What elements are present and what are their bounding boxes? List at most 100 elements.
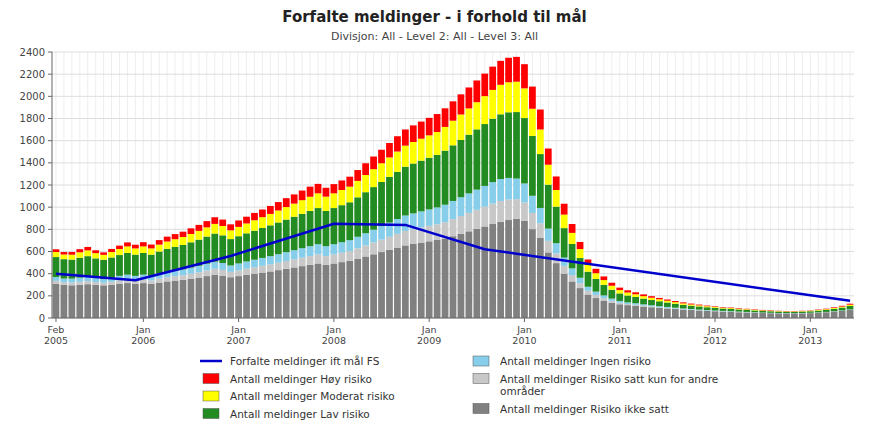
bar-segment <box>434 224 441 240</box>
bar-segment <box>513 57 520 82</box>
bar-segment <box>61 279 68 283</box>
bar-segment <box>616 293 623 301</box>
bar-segment <box>450 101 457 120</box>
bar-segment <box>458 216 465 234</box>
bar-segment <box>624 302 631 304</box>
bar-segment <box>211 269 218 275</box>
bar-segment <box>600 285 607 296</box>
bar-segment <box>124 253 131 275</box>
bar-series <box>53 82 854 312</box>
bar-segment <box>696 306 703 309</box>
bar-segment <box>211 224 218 234</box>
bar-segment <box>450 219 457 236</box>
bar-segment <box>299 258 306 266</box>
bar-segment <box>196 278 203 318</box>
bar-segment <box>68 255 75 260</box>
x-tick <box>715 318 716 322</box>
bar-segment <box>553 190 560 207</box>
bar-segment <box>600 280 607 285</box>
bar-segment <box>497 179 504 201</box>
bar-segment <box>53 281 60 284</box>
bar-segment <box>656 308 663 318</box>
bar-segment <box>593 295 600 298</box>
bar-segment <box>386 143 393 157</box>
bar-segment <box>346 240 353 251</box>
y-tick-label: 1000 <box>20 202 45 213</box>
y-tick-label: 1400 <box>20 157 45 168</box>
bar-segment <box>140 283 147 318</box>
bar-segment <box>640 307 647 318</box>
bar-segment <box>775 311 782 312</box>
bar-segment <box>442 108 449 127</box>
bar-segment <box>640 294 647 296</box>
bar-segment <box>68 285 75 318</box>
bar-segment <box>434 132 441 155</box>
bar-segment <box>196 240 203 266</box>
bar-segment <box>775 313 782 314</box>
bar-segment <box>259 258 266 266</box>
bar-segment <box>616 290 623 293</box>
bar-segment <box>227 272 234 277</box>
bar-segment <box>156 245 163 252</box>
bar-segment <box>473 129 480 189</box>
bar-segment <box>188 228 195 234</box>
bar-segment <box>116 280 123 283</box>
bar-segment <box>61 254 68 259</box>
bar-segment <box>346 187 353 203</box>
bar-segment <box>402 129 409 145</box>
bar-segment <box>489 119 496 182</box>
bar-segment <box>466 213 473 231</box>
bar-segment <box>219 226 226 235</box>
bar-segment <box>132 248 139 254</box>
bar-segment <box>362 192 369 233</box>
bar-segment <box>410 125 417 142</box>
legend-label: Antall meldinger Høy risiko <box>230 373 372 385</box>
bar-segment <box>807 310 814 311</box>
bar-segment <box>481 124 488 186</box>
bar-segment <box>505 112 512 178</box>
bar-segment <box>537 238 544 318</box>
bar-segment <box>180 232 187 237</box>
title: Forfalte meldinger - i forhold til mål <box>282 8 586 26</box>
bar-segment <box>608 301 615 303</box>
bar-segment <box>148 248 155 254</box>
bar-segment <box>346 261 353 318</box>
bar-segment <box>338 180 345 190</box>
bar-segment <box>616 301 623 303</box>
x-tick <box>810 318 811 322</box>
bar-segment <box>307 265 314 318</box>
bar-segment <box>243 233 250 261</box>
bar-segment <box>751 309 758 311</box>
bar-segment <box>608 299 615 301</box>
bar-segment <box>680 310 687 318</box>
bar-segment <box>529 196 536 213</box>
bar-segment <box>100 260 107 279</box>
bar-segment <box>720 311 727 312</box>
y-grid-line <box>52 74 854 75</box>
bar-segment <box>235 270 242 276</box>
bar-segment <box>600 301 607 318</box>
bar-segment <box>196 231 203 240</box>
bar-segment <box>283 207 290 220</box>
bar-segment <box>243 217 250 224</box>
bar-segment <box>577 258 584 278</box>
bar-segment <box>585 291 592 295</box>
bar-segment <box>791 311 798 312</box>
bar-segment <box>275 254 282 263</box>
bar-segment <box>561 228 568 257</box>
bar-segment <box>76 278 83 282</box>
bar-segment <box>759 313 766 318</box>
bar-segment <box>553 243 560 253</box>
bar-segment <box>728 312 735 318</box>
bar-segment <box>775 310 782 311</box>
bar-segment <box>211 217 218 224</box>
bar-segment <box>743 309 750 311</box>
bar-segment <box>315 184 322 193</box>
bar-segment <box>68 252 75 255</box>
bar-segment <box>656 307 663 309</box>
bar-series <box>53 112 854 313</box>
bar-segment <box>823 309 830 311</box>
bar-segment <box>680 302 687 304</box>
bar-segment <box>664 302 671 306</box>
bar-segment <box>751 312 758 313</box>
